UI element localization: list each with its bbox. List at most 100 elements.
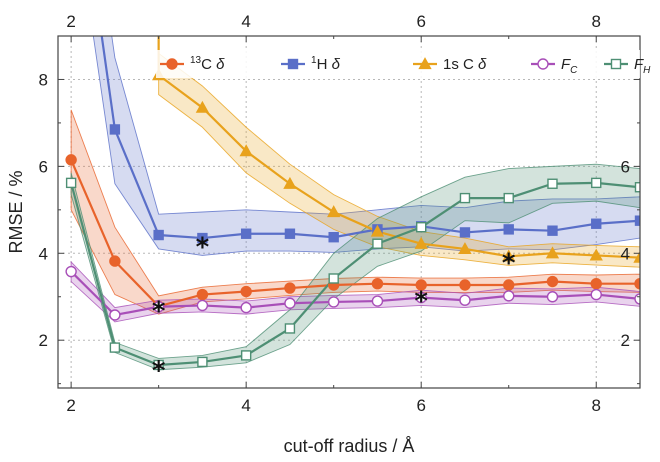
point-fc [109,309,121,321]
point-fc [327,296,340,308]
point-c13 [196,288,209,301]
point-1s-c [545,246,560,259]
point-h1 [153,229,164,241]
point-fh [591,177,602,189]
line-c13 [70,159,640,308]
point-fh [153,359,164,371]
axis-ticks: 2 4 6 8 2 4 6 8 2 4 6 8 2 4 6 [39,12,640,415]
point-h1 [109,124,121,135]
point-h1 [328,232,339,243]
point-fc [371,295,384,307]
point-fc [546,291,559,303]
y-tick-label: 2 [39,331,48,350]
best-marker-c13: * [152,297,166,327]
point-fh [547,178,558,189]
point-h1 [459,227,471,238]
point-fc [65,265,77,278]
point-fh [109,342,121,353]
best-marker-fc: * [414,287,428,317]
best-marker-1s-c: * [502,248,516,278]
point-c13 [503,279,515,291]
right-tick-label: 4 [621,244,630,263]
point-c13 [65,154,77,166]
right-tick-label: 6 [621,157,630,176]
point-c13 [284,282,296,294]
point-fh [328,273,339,284]
point-h1 [591,218,602,229]
legend: 13C δ 1H δ 1s C δ FC FH [156,50,651,78]
point-1s-c [239,144,253,157]
best-marker-h1: * [196,233,210,263]
point-1s-c [283,176,297,189]
legend-marker-1s-c [418,57,432,70]
legend-label-fc: FC [561,56,578,76]
point-h1 [547,225,558,236]
point-fh [197,356,208,368]
point-fh [284,323,296,334]
point-h1 [284,228,296,239]
point-c13 [459,279,471,291]
y-tick-label: 6 [39,157,48,176]
x-tick-label: 8 [592,396,601,415]
x-tick-label: 2 [66,396,75,415]
legend-background [156,50,640,78]
point-c13 [415,279,427,291]
point-1s-c [502,249,516,262]
point-1s-c [195,100,210,113]
point-h1 [197,232,208,244]
point-h1 [503,224,514,235]
point-fc [152,301,165,313]
legend-marker-fh [610,58,622,70]
point-1s-c [327,205,341,218]
point-fc [196,299,209,312]
point-1s-c [370,224,385,237]
point-1s-c [414,236,428,249]
y-tick-label: 4 [39,244,48,263]
point-fc [590,288,602,301]
top-tick-label: 6 [416,12,425,31]
point-fc [415,291,427,304]
point-fc [240,301,252,314]
x-tick-label: 6 [416,396,425,415]
x-axis-label: cut-off radius / Å [284,436,415,456]
top-tick-label: 2 [66,12,75,31]
best-marker-fh: * [152,356,166,386]
legend-label-1s-c: 1s C δ [443,56,487,73]
point-c13 [240,285,252,298]
point-1s-c [589,248,603,261]
legend-label-fh: FH [634,56,651,76]
point-c13 [109,255,121,267]
legend-label-c13: 13C δ [190,55,225,73]
y-axis-label: RMSE / % [6,170,26,253]
point-fh [240,350,252,361]
point-h1 [240,228,252,239]
line-h1 [100,36,640,240]
line-fc [70,270,640,317]
point-c13 [634,278,640,290]
point-fc [284,297,296,309]
plot-frame [57,35,641,389]
point-fh [503,192,514,204]
point-fh [459,192,471,204]
top-tick-label: 4 [241,12,250,31]
band-h1 [92,36,640,256]
series-markers [65,68,640,371]
point-c13 [546,275,559,288]
band-fh [70,163,640,371]
right-tick-label: 2 [621,331,630,350]
best-markers: * * * * * [152,233,516,386]
point-fc [459,294,471,306]
legend-label-h1: 1H δ [311,55,341,73]
point-fh [416,222,427,233]
line-fh [70,181,640,367]
y-tick-label: 8 [39,70,48,89]
point-fh [65,177,77,189]
point-fh [634,182,640,193]
legend-marker-h1 [287,58,299,70]
point-c13 [590,278,602,290]
legend-marker-c13 [166,58,178,70]
x-tick-label: 4 [241,396,250,415]
point-fc [503,290,515,302]
point-c13 [371,278,384,290]
